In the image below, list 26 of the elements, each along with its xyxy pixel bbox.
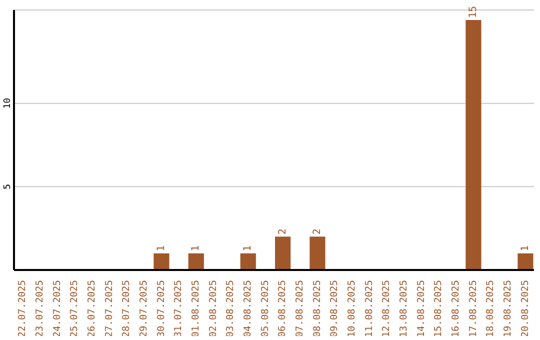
bar: [275, 236, 291, 270]
bar: [310, 236, 326, 270]
x-tick-label: 10.08.2025: [346, 280, 358, 338]
x-tick-label: 19.08.2025: [502, 280, 514, 338]
data-label: 1: [190, 245, 202, 252]
data-label: 15: [468, 6, 479, 18]
bar: [466, 20, 482, 270]
x-tick-label: 14.08.2025: [416, 280, 427, 338]
x-tick-label: 12.08.2025: [381, 280, 392, 338]
x-tick-label: 16.08.2025: [450, 280, 462, 338]
bar: [518, 253, 534, 270]
y-tick-label: 5: [3, 184, 13, 190]
bar: [188, 253, 204, 270]
data-label: 2: [277, 228, 288, 235]
data-label: 1: [156, 245, 167, 252]
x-tick-label: 15.08.2025: [433, 280, 444, 338]
bar: [240, 253, 256, 270]
x-tick-label: 13.08.2025: [398, 280, 410, 338]
y-tick-label: 10: [3, 98, 13, 109]
x-tick-label: 17.08.2025: [468, 280, 479, 338]
data-label: 1: [520, 245, 531, 252]
x-tick-label: 18.08.2025: [485, 280, 496, 338]
bar: [154, 253, 170, 270]
data-label: 1: [242, 245, 254, 252]
data-label: 2: [312, 228, 323, 235]
x-tick-label: 11.08.2025: [364, 280, 375, 338]
